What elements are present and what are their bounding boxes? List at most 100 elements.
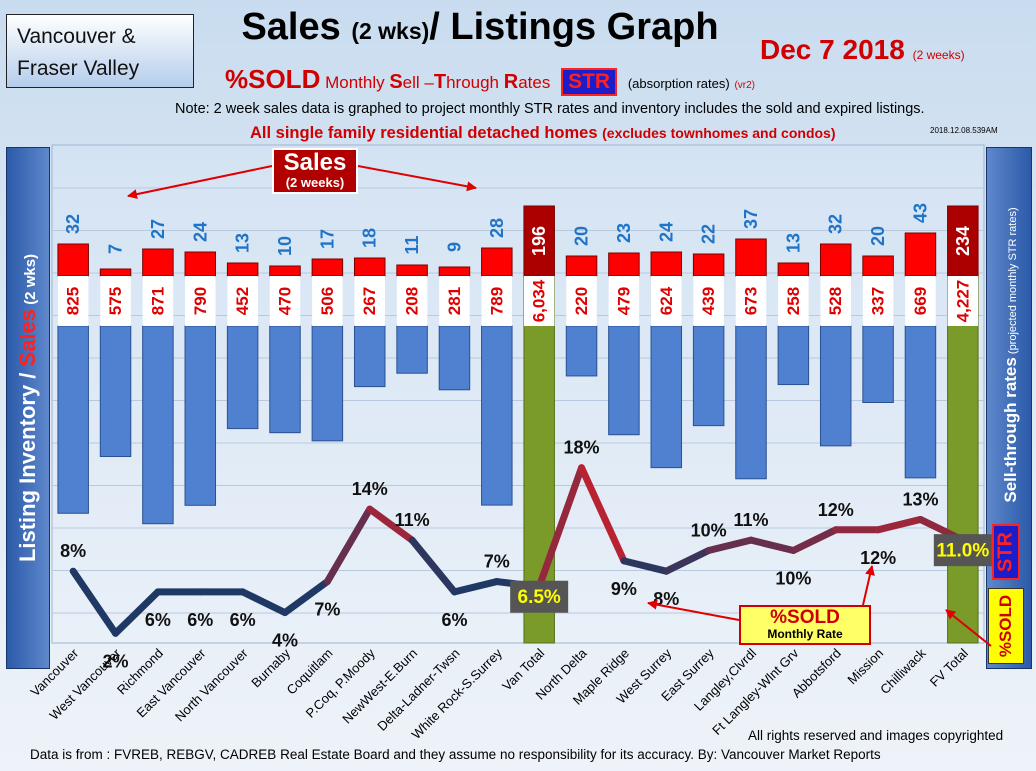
sold-legend-sub: Monthly Rate (767, 627, 843, 641)
sales-bar (57, 243, 89, 277)
sold-label: 10% (691, 521, 727, 541)
sales-bar (904, 232, 937, 277)
inventory-label: 871 (148, 287, 167, 315)
sales-bar (819, 243, 852, 277)
inventory-label: 528 (826, 287, 845, 315)
inventory-label: 337 (869, 287, 888, 315)
sales-bar (650, 251, 683, 277)
inventory-total-bar (947, 275, 979, 644)
sales-total-bar (523, 205, 555, 277)
sold-line-segment (662, 547, 713, 575)
sold-line-segment (620, 557, 670, 575)
sales-bar (142, 248, 174, 277)
subtitle: %SOLD Monthly Sell –Through Rates STR (a… (225, 64, 755, 96)
sold-label: 7% (484, 552, 510, 572)
inventory-bar (608, 325, 640, 436)
inventory-label: 575 (106, 287, 125, 315)
inventory-label: 6,034 (530, 279, 549, 322)
inventory-label: 258 (784, 287, 803, 315)
sold-label: 7% (314, 600, 340, 620)
sold-label: 13% (902, 489, 938, 509)
inventory-label-box (905, 276, 936, 326)
inventory-bar (692, 325, 725, 427)
timestamp: 2018.12.08.539AM (930, 126, 998, 135)
inventory-bar (650, 325, 683, 469)
inventory-bar (311, 325, 344, 442)
sold-total-box (933, 534, 992, 567)
pointer-arrow (127, 165, 273, 200)
page-title: Sales (2 wks)/ Listings Graph (190, 6, 770, 49)
inventory-bar (184, 325, 217, 506)
sales-label: 32 (826, 214, 846, 234)
subtitle-part-2: ell – (402, 73, 434, 92)
inventory-bar (353, 325, 386, 388)
sales-bar (608, 252, 640, 277)
title-small: (2 wks) (351, 18, 430, 44)
sold-label: 2% (103, 651, 129, 671)
sales-label: 9 (444, 242, 464, 252)
sales-label: 234 (953, 226, 973, 256)
inventory-label: 4,227 (953, 280, 972, 323)
sales-label: 24 (190, 222, 210, 242)
inventory-label-box (523, 276, 555, 326)
sold-line-segment (112, 588, 162, 637)
sales-label: 13 (783, 233, 803, 253)
subtitle-version: (vr2) (734, 80, 755, 91)
sales-label: 17 (317, 229, 337, 249)
category-label: NewWest-E.Burn (339, 646, 420, 727)
copyright-note: All rights reserved and images copyright… (748, 728, 1004, 743)
title-rest: / Listings Graph (429, 6, 719, 48)
sales-label: 20 (868, 226, 888, 246)
inventory-label-box (566, 276, 597, 326)
inventory-bar (735, 325, 767, 480)
inventory-bar (438, 325, 471, 391)
inventory-label-box (185, 276, 216, 326)
sales-label: 13 (233, 233, 253, 253)
sold-line-segment (874, 515, 924, 534)
region-line-2: Fraser Valley (17, 57, 140, 80)
inventory-label-box (57, 276, 89, 326)
inventory-label: 220 (572, 287, 591, 315)
sales-bar (438, 266, 471, 277)
inventory-label: 790 (191, 287, 210, 315)
right-axis-band (986, 147, 1032, 669)
sales-label: 7 (106, 244, 126, 254)
sales-bar (184, 251, 217, 277)
inventory-label-box (651, 276, 682, 326)
subtitle-part-3: T (433, 71, 447, 93)
sales-label: 11 (402, 235, 422, 254)
inventory-label-box (439, 276, 470, 326)
left-axis-band (6, 147, 50, 669)
sales-bar (311, 258, 344, 277)
inventory-bar (142, 325, 174, 525)
inventory-bar (226, 325, 259, 430)
sold-legend-box: %SOLD Monthly Rate (739, 605, 871, 645)
sales-bar (692, 253, 725, 277)
inventory-label: 470 (276, 287, 295, 315)
sales-bar (565, 255, 598, 277)
inventory-bar (777, 325, 810, 386)
inventory-label: 208 (403, 287, 422, 315)
date-label: Dec 7 2018 (2 weeks) (760, 34, 965, 66)
region-line-1: Vancouver & (17, 25, 136, 48)
sold-line-segment (323, 505, 374, 586)
inventory-label: 624 (657, 286, 676, 315)
sales-label: 18 (360, 228, 380, 248)
inventory-bar (819, 325, 852, 447)
date-text: Dec 7 2018 (760, 34, 905, 65)
sold-line-segment (408, 536, 458, 596)
inventory-bar (57, 325, 89, 514)
sold-total-label: 11.0% (936, 541, 989, 562)
sold-legend-title: %SOLD (770, 607, 840, 628)
inventory-label-box (227, 276, 258, 326)
sold-label: 6% (230, 610, 256, 630)
category-label: FV Total (927, 645, 971, 689)
sales-legend-tag: Sales (2 weeks) (272, 148, 358, 194)
sales-label: 37 (741, 209, 761, 229)
sold-label: 9% (611, 579, 637, 599)
sold-label: 11% (395, 510, 430, 530)
inventory-bar (565, 325, 598, 377)
sales-bar (735, 238, 767, 277)
sold-label: 8% (60, 541, 86, 561)
sold-label: 18% (564, 438, 600, 458)
